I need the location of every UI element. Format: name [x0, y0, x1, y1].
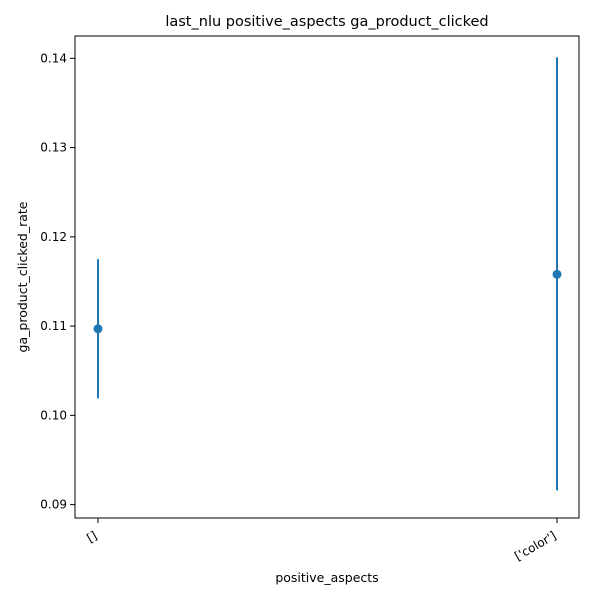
y-axis-label: ga_product_clicked_rate: [15, 201, 30, 352]
data-point: [93, 324, 103, 334]
x-tick-label: ['color']: [512, 528, 558, 563]
plot-area: 0.09 0.10 0.11 0.12 0.13 0.14 [] ['color']: [40, 35, 580, 563]
y-tick-label: 0.14: [40, 51, 67, 65]
y-tick-label: 0.11: [40, 319, 67, 333]
x-tick-label: []: [84, 528, 99, 545]
y-tick-label: 0.12: [40, 230, 67, 244]
data-marks: [93, 57, 562, 491]
x-axis-label: positive_aspects: [275, 570, 378, 585]
data-point: [552, 269, 562, 279]
y-tick-label: 0.13: [40, 141, 67, 155]
y-tick-label: 0.09: [40, 498, 67, 512]
y-tick-label: 0.10: [40, 408, 67, 422]
plot-frame: [74, 35, 580, 519]
x-axis: [] ['color']: [84, 518, 559, 563]
y-axis: 0.09 0.10 0.11 0.12 0.13 0.14: [40, 51, 75, 512]
chart-title: last_nlu positive_aspects ga_product_cli…: [165, 14, 488, 30]
